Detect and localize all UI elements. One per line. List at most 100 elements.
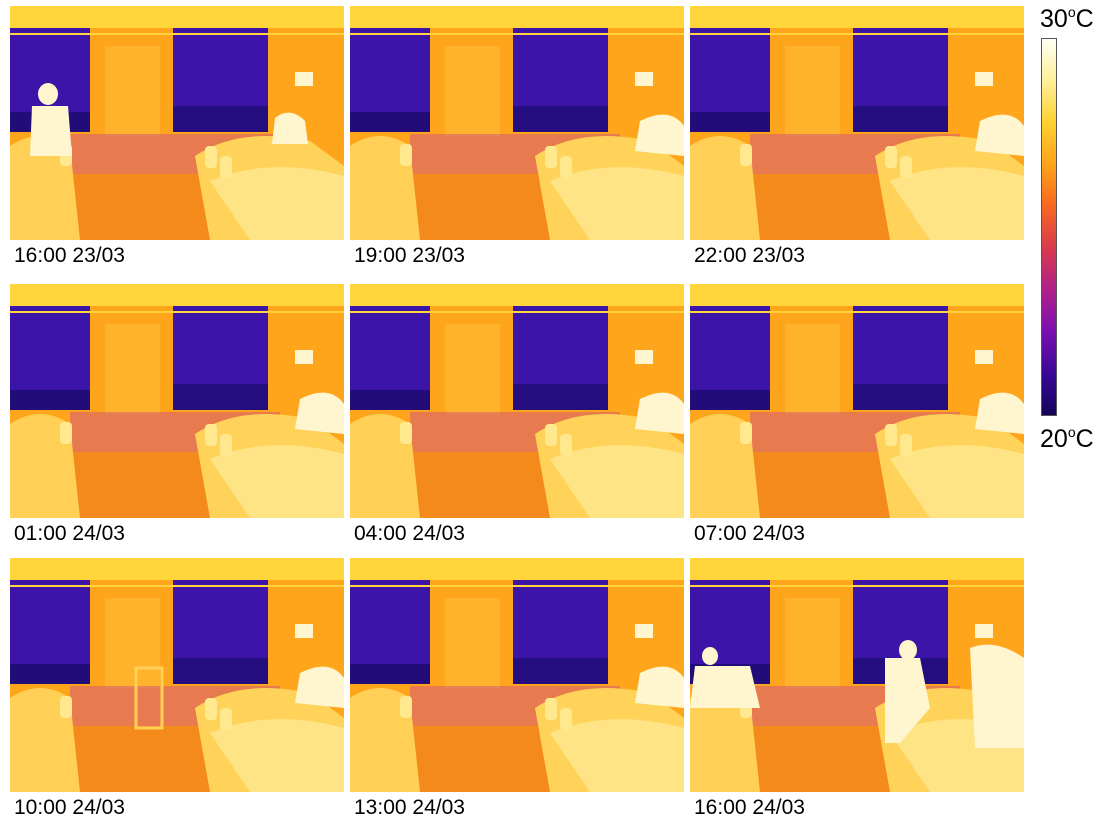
thermal-image [690, 284, 1024, 518]
thermal-image [10, 284, 344, 518]
window-center-sill [173, 384, 268, 410]
timestamp-caption: 16:00 23/03 [14, 244, 125, 267]
bedsheet [550, 445, 684, 518]
timestamp-caption: 19:00 23/03 [354, 244, 465, 267]
patient-in-bed [635, 114, 684, 156]
patient-in-bed [295, 392, 344, 434]
person-body [272, 112, 308, 144]
window-center-sill [853, 384, 948, 410]
timestamp-caption: 01:00 24/03 [14, 522, 125, 545]
window-left-sill [350, 664, 430, 684]
window-center-sill [513, 384, 608, 410]
person-body [690, 666, 760, 708]
drip-bag [205, 424, 217, 446]
wall-panel [105, 46, 160, 136]
wall-lamp [975, 624, 993, 638]
bedsheet [890, 445, 1024, 518]
drip-bag [60, 422, 72, 444]
wall-lamp [635, 350, 653, 364]
wall-panel [785, 324, 840, 414]
thermal-panel: 13:00 24/03 [350, 558, 684, 818]
patient-in-bed [975, 392, 1024, 434]
bedsheet [550, 167, 684, 240]
wall-panel [445, 46, 500, 136]
person-head [899, 640, 917, 660]
drip-bag [740, 144, 752, 166]
drip-bag [220, 708, 232, 730]
wall-lamp [975, 72, 993, 86]
patient-in-bed [975, 114, 1024, 156]
drip-bag [560, 156, 572, 178]
window-center-sill [513, 658, 608, 684]
thermal-panel: 04:00 24/03 [350, 284, 684, 544]
window-center-sill [173, 658, 268, 684]
timestamp-caption: 04:00 24/03 [354, 522, 465, 545]
timestamp-caption: 13:00 24/03 [354, 796, 465, 819]
drip-bag [740, 422, 752, 444]
timestamp-caption: 22:00 23/03 [694, 244, 805, 267]
thermal-image [350, 558, 684, 792]
wall-panel [105, 324, 160, 414]
drip-bag [220, 156, 232, 178]
window-center-sill [513, 106, 608, 132]
timestamp-caption: 10:00 24/03 [14, 796, 125, 819]
timestamp-caption: 16:00 24/03 [694, 796, 805, 819]
temperature-color-scale [1041, 38, 1057, 416]
window-center-sill [853, 106, 948, 132]
thermal-panel: 10:00 24/03 [10, 558, 344, 818]
wall-panel [105, 598, 160, 688]
thermal-panel: 16:00 24/03 [690, 558, 1024, 818]
window-left-sill [350, 112, 430, 132]
drip-bag [900, 434, 912, 456]
thermal-panel: 07:00 24/03 [690, 284, 1024, 544]
wall-lamp [295, 350, 313, 364]
ceiling-band [690, 558, 1024, 580]
ceiling-band [350, 558, 684, 580]
thermal-image [10, 6, 344, 240]
thermal-panel: 01:00 24/03 [10, 284, 344, 544]
window-left-sill [10, 390, 90, 410]
ceiling-band [350, 284, 684, 306]
timestamp-caption: 07:00 24/03 [694, 522, 805, 545]
drip-bag [400, 422, 412, 444]
bedsheet [890, 167, 1024, 240]
wall-panel [785, 598, 840, 688]
drip-bag [205, 698, 217, 720]
window-left-sill [690, 112, 770, 132]
ceiling-band [690, 6, 1024, 28]
drip-bag [220, 434, 232, 456]
wall-panel [445, 324, 500, 414]
thermal-image [690, 558, 1024, 792]
wall-lamp [635, 72, 653, 86]
drip-bag [545, 424, 557, 446]
thermal-image [10, 558, 344, 792]
wall-lamp [295, 72, 313, 86]
thermal-image [690, 6, 1024, 240]
wall-lamp [975, 350, 993, 364]
window-center-sill [173, 106, 268, 132]
drip-bag [885, 424, 897, 446]
window-left-sill [350, 390, 430, 410]
window-left-sill [10, 664, 90, 684]
scale-max-label: 30oC [1040, 4, 1094, 33]
bedsheet [210, 167, 344, 240]
drip-bag [545, 146, 557, 168]
ceiling-band [10, 284, 344, 306]
drip-bag [885, 146, 897, 168]
patient-in-bed [635, 666, 684, 708]
ceiling-band [10, 6, 344, 28]
thermal-panel: 22:00 23/03 [690, 6, 1024, 266]
drip-bag [900, 156, 912, 178]
wall-panel [785, 46, 840, 136]
patient-in-bed [295, 666, 344, 708]
window-left-sill [690, 390, 770, 410]
ceiling-band [350, 6, 684, 28]
person-body [30, 106, 72, 156]
drip-bag [560, 434, 572, 456]
person-body [970, 644, 1024, 748]
wall-lamp [635, 624, 653, 638]
bedsheet [210, 719, 344, 792]
thermal-panel: 19:00 23/03 [350, 6, 684, 266]
drip-bag [560, 708, 572, 730]
drip-bag [60, 696, 72, 718]
